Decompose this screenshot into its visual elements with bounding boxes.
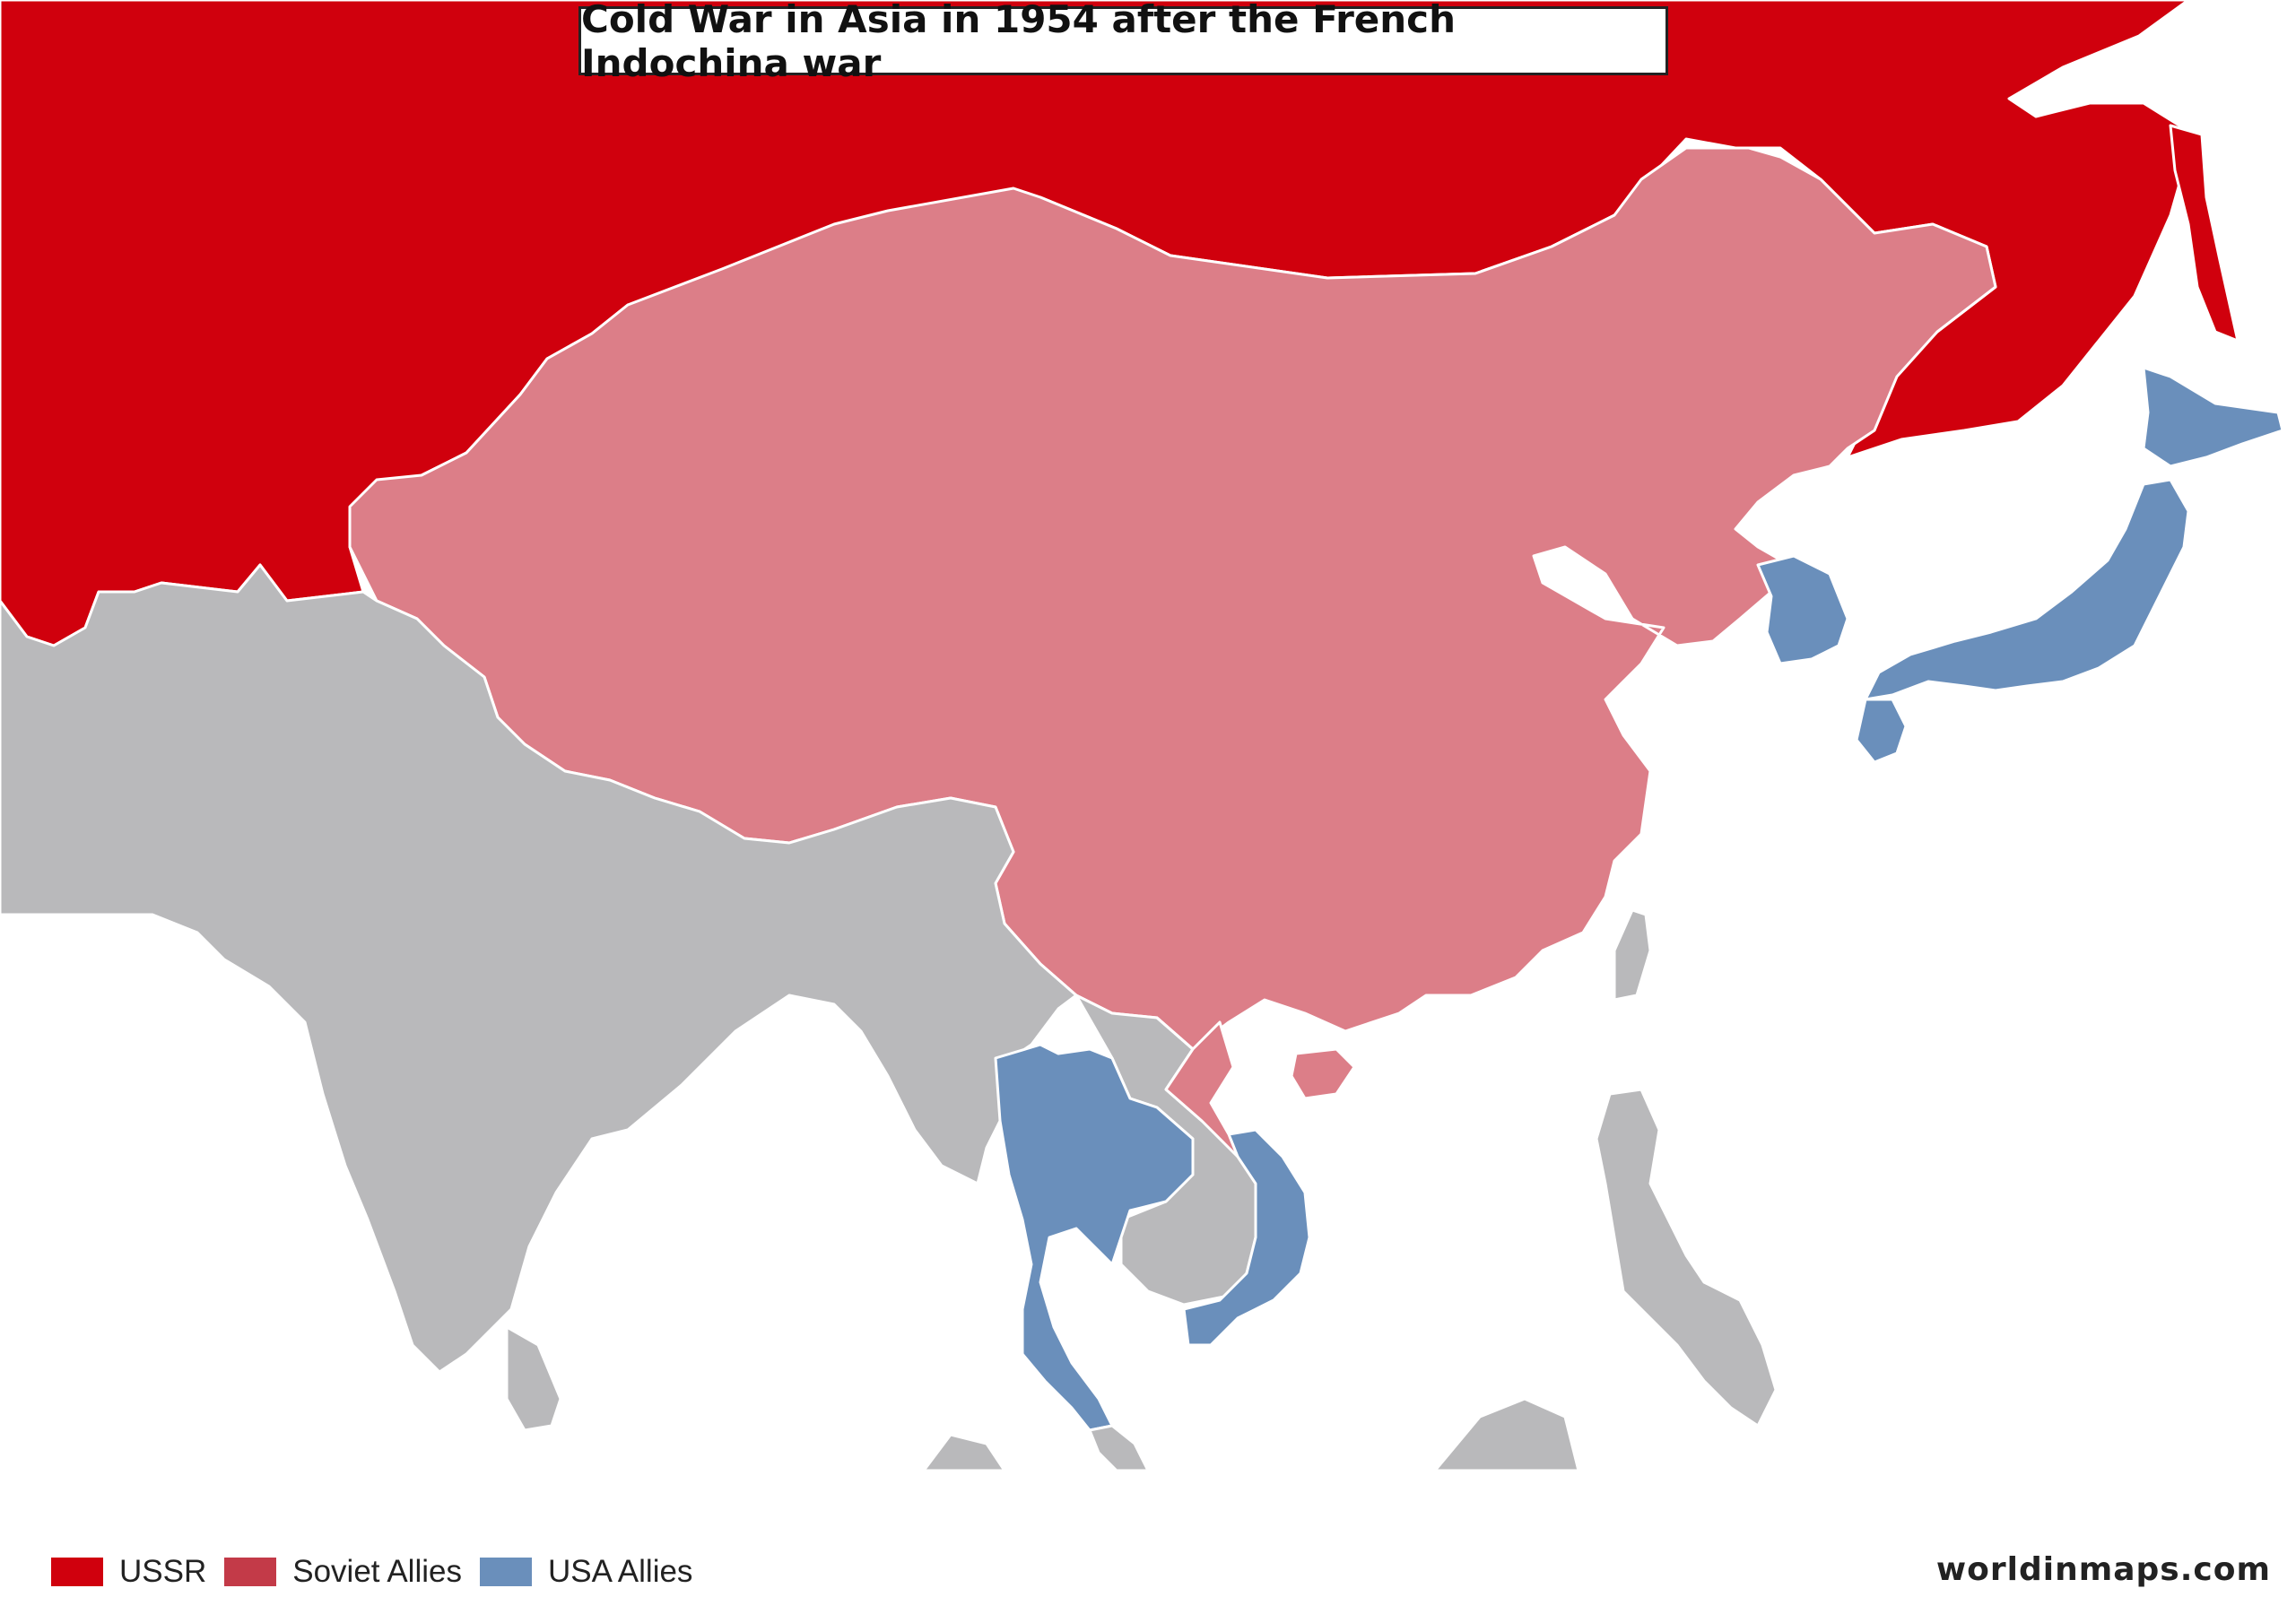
- map-title: Cold War in Asia in 1954 after the Frenc…: [578, 0, 1668, 85]
- region-hainan: [1290, 1047, 1356, 1100]
- legend-swatch-ussr: [51, 1558, 103, 1586]
- region-south-vietnam: [1182, 1128, 1311, 1347]
- legend-item-usa-allies: USA Allies: [479, 1554, 693, 1590]
- region-south-korea: [1756, 554, 1849, 665]
- region-philippines: [1595, 1088, 1778, 1428]
- legend-label-ussr: USSR: [119, 1554, 207, 1589]
- legend: USSR Soviet Allies USA Allies: [51, 1554, 710, 1590]
- region-sumatra-fragment: [922, 1433, 1006, 1472]
- region-sri-lanka: [505, 1325, 562, 1432]
- credit-text: worldinmaps.com: [1935, 1551, 2271, 1588]
- region-thailand: [994, 1043, 1195, 1432]
- region-taiwan: [1613, 908, 1652, 1002]
- legend-swatch-soviet-allies: [224, 1558, 277, 1586]
- region-japan-kyushu: [1855, 698, 1908, 764]
- region-south-asia: [0, 563, 1078, 1374]
- region-malaya: [1088, 1424, 1150, 1472]
- region-borneo: [1433, 1397, 1580, 1472]
- region-japan-hokkaido: [2142, 366, 2284, 468]
- legend-label-soviet-allies: Soviet Allies: [292, 1554, 462, 1589]
- legend-swatch-usa-allies: [479, 1558, 532, 1586]
- legend-label-usa-allies: USA Allies: [547, 1554, 693, 1589]
- legend-item-soviet-allies: Soviet Allies: [224, 1554, 462, 1590]
- region-japan-honshu: [1864, 478, 2190, 701]
- region-north-vietnam: [1155, 1016, 1239, 1159]
- legend-item-ussr: USSR: [51, 1554, 206, 1590]
- region-sakhalin: [2169, 124, 2239, 343]
